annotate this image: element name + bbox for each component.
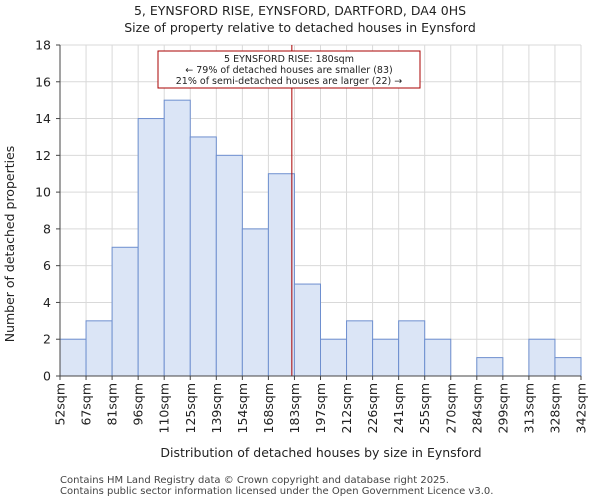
annotation-text-line: 21% of semi-detached houses are larger (… bbox=[176, 76, 403, 87]
y-tick-label: 6 bbox=[43, 258, 51, 273]
x-axis-label: Distribution of detached houses by size … bbox=[160, 445, 481, 460]
x-tick-label: 270sqm bbox=[443, 383, 458, 433]
x-tick-label: 96sqm bbox=[131, 383, 146, 426]
bar bbox=[241, 228, 269, 377]
x-tick-label: 284sqm bbox=[469, 383, 484, 433]
x-tick-label: 139sqm bbox=[209, 383, 224, 433]
y-tick-label: 4 bbox=[43, 295, 51, 310]
bar bbox=[59, 338, 87, 377]
x-tick-label: 110sqm bbox=[157, 383, 172, 433]
x-tick-label: 255sqm bbox=[417, 383, 432, 433]
footer-line2: Contains public sector information licen… bbox=[60, 486, 493, 497]
x-tick-label: 241sqm bbox=[391, 383, 406, 433]
x-tick-label: 299sqm bbox=[495, 383, 510, 433]
x-tick-label: 168sqm bbox=[261, 383, 276, 433]
x-tick-label: 328sqm bbox=[547, 383, 562, 433]
bar bbox=[554, 357, 582, 377]
y-tick-label: 16 bbox=[35, 74, 51, 89]
y-ticks: 0 2 4 6 8 10 12 14 16 18 bbox=[35, 38, 60, 384]
bar bbox=[137, 118, 165, 377]
x-tick-label: 67sqm bbox=[79, 383, 94, 426]
chart-title-line1: 5, EYNSFORD RISE, EYNSFORD, DARTFORD, DA… bbox=[134, 3, 466, 18]
bar bbox=[346, 320, 374, 377]
bar bbox=[398, 320, 426, 377]
x-tick-label: 313sqm bbox=[521, 383, 536, 433]
x-tick-label: 342sqm bbox=[574, 383, 589, 433]
annotation-text-line: 5 EYNSFORD RISE: 180sqm bbox=[224, 54, 354, 65]
x-tick-label: 52sqm bbox=[53, 383, 68, 426]
y-tick-label: 10 bbox=[35, 185, 51, 200]
bar bbox=[111, 246, 139, 377]
bar bbox=[476, 357, 504, 377]
y-tick-label: 0 bbox=[43, 369, 51, 384]
annotation-box bbox=[157, 50, 421, 89]
bar bbox=[215, 154, 243, 377]
x-tick-label: 226sqm bbox=[365, 383, 380, 433]
bar bbox=[85, 320, 113, 377]
x-ticks: 52sqm 67sqm 81sqm 96sqm 110sqm 125sqm 139sqm 15… bbox=[53, 376, 589, 433]
bar bbox=[372, 338, 400, 377]
y-tick-label: 12 bbox=[35, 148, 51, 163]
bar bbox=[528, 338, 556, 377]
footer-line1: Contains HM Land Registry data © Crown c… bbox=[60, 475, 449, 486]
x-tick-label: 154sqm bbox=[235, 383, 250, 433]
bar bbox=[293, 283, 322, 377]
y-tick-label: 14 bbox=[35, 111, 51, 126]
bar bbox=[424, 338, 452, 377]
y-tick-label: 18 bbox=[35, 38, 51, 53]
bar bbox=[189, 136, 217, 377]
x-tick-label: 197sqm bbox=[313, 383, 328, 433]
bar bbox=[320, 338, 348, 377]
x-tick-label: 81sqm bbox=[105, 383, 120, 426]
bars bbox=[59, 99, 582, 377]
x-tick-label: 212sqm bbox=[339, 383, 354, 433]
y-tick-label: 2 bbox=[43, 332, 51, 347]
y-tick-label: 8 bbox=[43, 221, 51, 236]
bar bbox=[267, 173, 295, 377]
annotation-text-line: ← 79% of detached houses are smaller (83… bbox=[185, 65, 392, 76]
x-tick-label: 125sqm bbox=[183, 383, 198, 433]
marker-group: 5 EYNSFORD RISE: 180sqm← 79% of detached… bbox=[157, 45, 421, 376]
x-tick-label: 183sqm bbox=[287, 383, 302, 433]
chart-title-line2: Size of property relative to detached ho… bbox=[124, 20, 476, 35]
y-axis-label: Number of detached properties bbox=[2, 146, 17, 343]
bar bbox=[163, 99, 191, 377]
